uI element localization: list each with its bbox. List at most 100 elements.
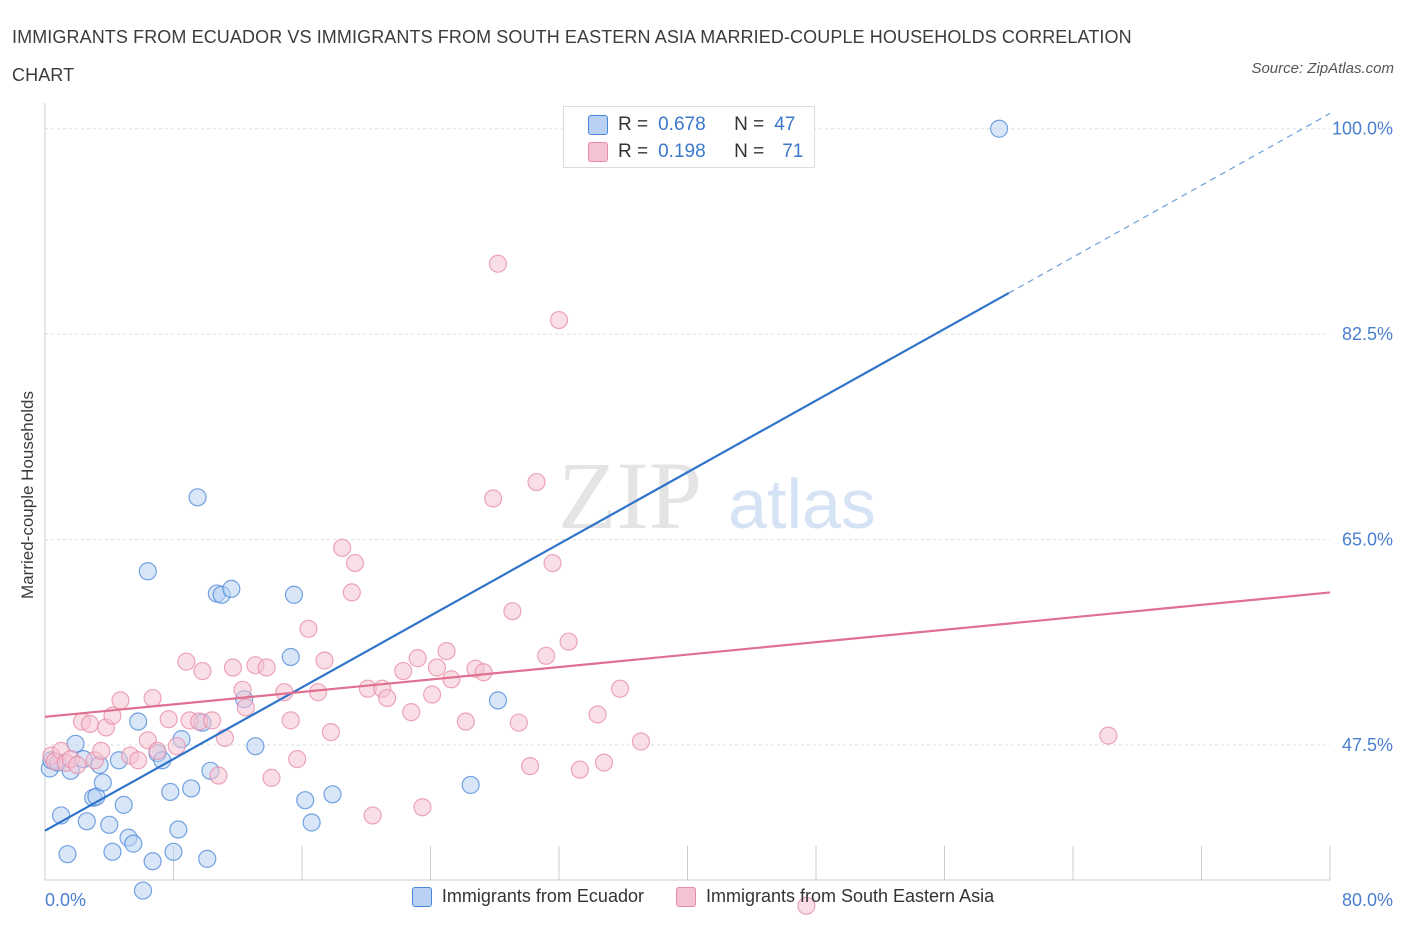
watermark: ZIP atlas — [558, 442, 876, 549]
sea-point — [488, 254, 508, 273]
bottom-legend-item-ecuador: Immigrants from Ecuador — [411, 886, 644, 907]
ecuador-point — [138, 562, 157, 581]
sea-point — [442, 670, 461, 689]
ecuador-point — [77, 812, 96, 831]
sea-point — [262, 768, 281, 787]
ecuador-point — [246, 737, 265, 756]
sea-point — [342, 583, 361, 602]
legend-r-value: 0.198 — [658, 141, 706, 162]
ecuador-point — [461, 775, 480, 795]
ecuador-point — [302, 813, 321, 832]
sea-point — [148, 741, 167, 760]
sea-point — [594, 753, 614, 772]
bottom-legend-label: Immigrants from Ecuador — [441, 886, 644, 906]
y-tick-labels: 47.5% 65.0% 82.5% 100.0% — [1332, 119, 1393, 755]
sea-point — [559, 632, 578, 651]
ecuador-point — [222, 579, 241, 598]
bottom-legend-item-sea: Immigrants from South Eastern Asia — [675, 886, 994, 907]
sea-point — [281, 711, 300, 730]
ecuador-point — [164, 842, 183, 861]
sea-point — [484, 489, 503, 508]
legend-swatch-pink — [588, 142, 608, 162]
sea-point — [159, 710, 178, 729]
sea-point — [177, 652, 196, 671]
sea-point — [143, 688, 162, 708]
sea-point — [549, 310, 569, 330]
ecuador-trend-extension — [1008, 112, 1331, 294]
bottom-legend-swatch-pink — [675, 886, 696, 907]
y-tick-label: 100.0% — [1332, 119, 1393, 139]
data-points — [40, 119, 1118, 915]
ecuador-point — [129, 712, 148, 731]
legend-box: R = 0.678 N = 47 R = 0.198 N = 71 — [563, 106, 815, 168]
sea-point — [537, 646, 556, 665]
legend-n-value: 71 — [782, 141, 804, 162]
sea-point — [288, 749, 307, 769]
y-tick-label: 82.5% — [1342, 324, 1393, 344]
legend-r-label: R = — [618, 114, 649, 135]
ecuador-point — [58, 845, 77, 864]
sea-point — [423, 685, 442, 704]
ecuador-point — [169, 820, 188, 839]
sea-point — [520, 757, 540, 776]
ecuador-point — [281, 647, 300, 667]
legend-n-label: N = — [734, 141, 765, 162]
sea-point — [427, 658, 447, 677]
sea-point — [394, 661, 413, 681]
sea-point — [193, 661, 212, 681]
sea-point — [167, 737, 186, 756]
ecuador-point — [198, 849, 217, 868]
sea-point — [345, 553, 365, 573]
sea-point — [610, 679, 630, 698]
watermark-atlas: atlas — [728, 465, 876, 543]
sea-point — [215, 728, 234, 748]
sea-point — [1099, 726, 1118, 745]
ecuador-point — [100, 815, 119, 834]
legend-row-sea: R = 0.198 N = 71 — [588, 141, 803, 163]
sea-point — [308, 683, 328, 702]
sea-point — [408, 649, 427, 668]
sea-point — [570, 760, 589, 779]
sea-point — [223, 658, 243, 677]
sea-point — [797, 896, 816, 915]
sea-point — [631, 732, 651, 751]
bottom-legend-swatch-blue — [411, 886, 432, 907]
sea-point — [437, 641, 456, 661]
sea-point — [68, 755, 87, 775]
sea-point — [129, 751, 148, 770]
sea-point — [402, 703, 421, 722]
ecuador-point — [161, 782, 180, 802]
sea-point — [236, 698, 255, 717]
ecuador-point — [990, 119, 1009, 138]
ecuador-point — [124, 834, 143, 853]
sea-point — [588, 705, 607, 724]
sea-point — [527, 472, 546, 492]
legend-row-ecuador: R = 0.678 N = 47 — [588, 114, 795, 136]
sea-point — [474, 663, 493, 682]
y-tick-label: 47.5% — [1342, 735, 1393, 755]
ecuador-point — [284, 585, 304, 604]
legend-r-value: 0.678 — [658, 114, 706, 135]
sea-point — [257, 658, 276, 677]
ecuador-point — [93, 773, 112, 792]
legend-swatch-blue — [588, 115, 608, 135]
sea-point — [363, 806, 382, 825]
sea-point — [509, 713, 528, 732]
sea-point — [209, 766, 228, 785]
sea-point — [233, 680, 252, 699]
ecuador-trend-line — [44, 292, 1010, 832]
sea-point — [111, 691, 130, 710]
ecuador-point — [296, 791, 315, 810]
ecuador-point — [188, 488, 207, 507]
legend-n-label: N = — [734, 114, 765, 135]
ecuador-point — [488, 691, 508, 710]
sea-point — [299, 619, 318, 638]
sea-trend-line — [44, 591, 1331, 718]
sea-point — [92, 741, 111, 760]
ecuador-point — [103, 842, 122, 861]
sea-point — [315, 651, 334, 670]
sea-point — [503, 602, 522, 621]
ecuador-point — [323, 785, 342, 804]
legend-r-label: R = — [618, 141, 649, 162]
